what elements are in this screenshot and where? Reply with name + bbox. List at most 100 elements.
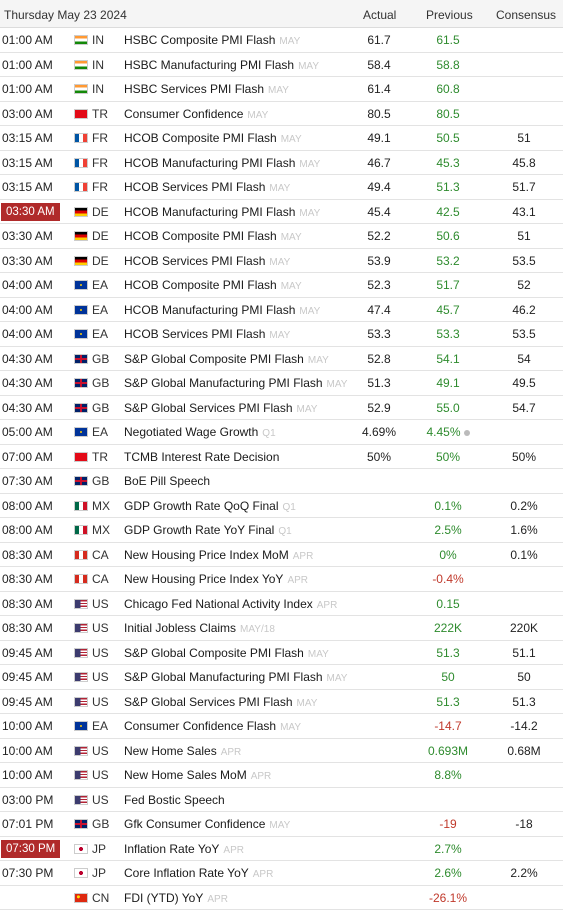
event-name[interactable]: Fed Bostic Speech [124,793,225,807]
event-name[interactable]: HCOB Services PMI Flash [124,327,265,341]
event-row[interactable]: 07:30 AM GB BoE Pill Speech [0,469,563,494]
event-name[interactable]: S&P Global Manufacturing PMI Flash [124,376,323,390]
event-name[interactable]: S&P Global Services PMI Flash [124,695,293,709]
event-name-link[interactable]: BoE Pill Speech [124,474,214,490]
event-row[interactable]: 01:00 AM IN HSBC Manufacturing PMI Flash… [0,53,563,78]
event-name[interactable]: Initial Jobless Claims [124,621,236,635]
event-name[interactable]: FDI (YTD) YoY [124,891,203,905]
event-name[interactable]: HCOB Composite PMI Flash [124,229,277,243]
event-row[interactable]: 04:30 AM GB S&P Global Services PMI Flas… [0,396,563,421]
event-name[interactable]: HSBC Composite PMI Flash [124,33,275,47]
event-name[interactable]: New Housing Price Index YoY [124,572,283,586]
event-row[interactable]: 03:15 AM FR HCOB Manufacturing PMI Flash… [0,151,563,176]
previous-column-header[interactable]: Previous [426,8,473,22]
event-row[interactable]: 04:00 AM EA HCOB Manufacturing PMI Flash… [0,298,563,323]
event-name[interactable]: HSBC Services PMI Flash [124,82,264,96]
event-name[interactable]: S&P Global Composite PMI Flash [124,646,304,660]
event-row[interactable]: 04:30 AM GB S&P Global Composite PMI Fla… [0,347,563,372]
event-name[interactable]: HCOB Composite PMI Flash [124,278,277,292]
event-row[interactable]: 03:30 AM DE HCOB Manufacturing PMI Flash… [0,200,563,225]
event-name[interactable]: HCOB Composite PMI Flash [124,131,277,145]
event-name[interactable]: HCOB Services PMI Flash [124,254,265,268]
event-row[interactable]: 09:45 AM US S&P Global Services PMI Flas… [0,690,563,715]
event-name[interactable]: TCMB Interest Rate Decision [124,450,279,464]
event-row[interactable]: 08:30 AM US Chicago Fed National Activit… [0,592,563,617]
event-name[interactable]: Consumer Confidence Flash [124,719,276,733]
event-row[interactable]: 03:00 PM US Fed Bostic Speech [0,788,563,813]
event-name[interactable]: GDP Growth Rate QoQ Final [124,499,279,513]
event-name[interactable]: S&P Global Services PMI Flash [124,401,293,415]
event-name[interactable]: New Home Sales [124,744,217,758]
event-row[interactable]: 09:45 AM US S&P Global Manufacturing PMI… [0,665,563,690]
event-name[interactable]: HSBC Manufacturing PMI Flash [124,58,294,72]
event-name[interactable]: S&P Global Composite PMI Flash [124,352,304,366]
event-name[interactable]: S&P Global Manufacturing PMI Flash [124,670,323,684]
event-name[interactable]: HCOB Manufacturing PMI Flash [124,156,295,170]
event-name[interactable]: HCOB Services PMI Flash [124,180,265,194]
event-name[interactable]: New Housing Price Index MoM [124,548,289,562]
revised-icon[interactable] [464,430,470,436]
consensus-column-header[interactable]: Consensus [496,8,556,22]
event-row[interactable]: 07:00 AM TR TCMB Interest Rate Decision … [0,445,563,470]
event-name[interactable]: Consumer Confidence [124,107,243,121]
event-name[interactable]: HCOB Manufacturing PMI Flash [124,303,295,317]
event-name[interactable]: Chicago Fed National Activity Index [124,597,313,611]
event-name[interactable]: Negotiated Wage Growth [124,425,258,439]
event-name[interactable]: New Home Sales MoM [124,768,247,782]
event-name-link[interactable]: Fed Bostic Speech [124,793,229,809]
event-row[interactable]: 09:45 AM US S&P Global Composite PMI Fla… [0,641,563,666]
actual-column-header[interactable]: Actual [363,8,396,22]
event-name[interactable]: Inflation Rate YoY [124,842,219,856]
